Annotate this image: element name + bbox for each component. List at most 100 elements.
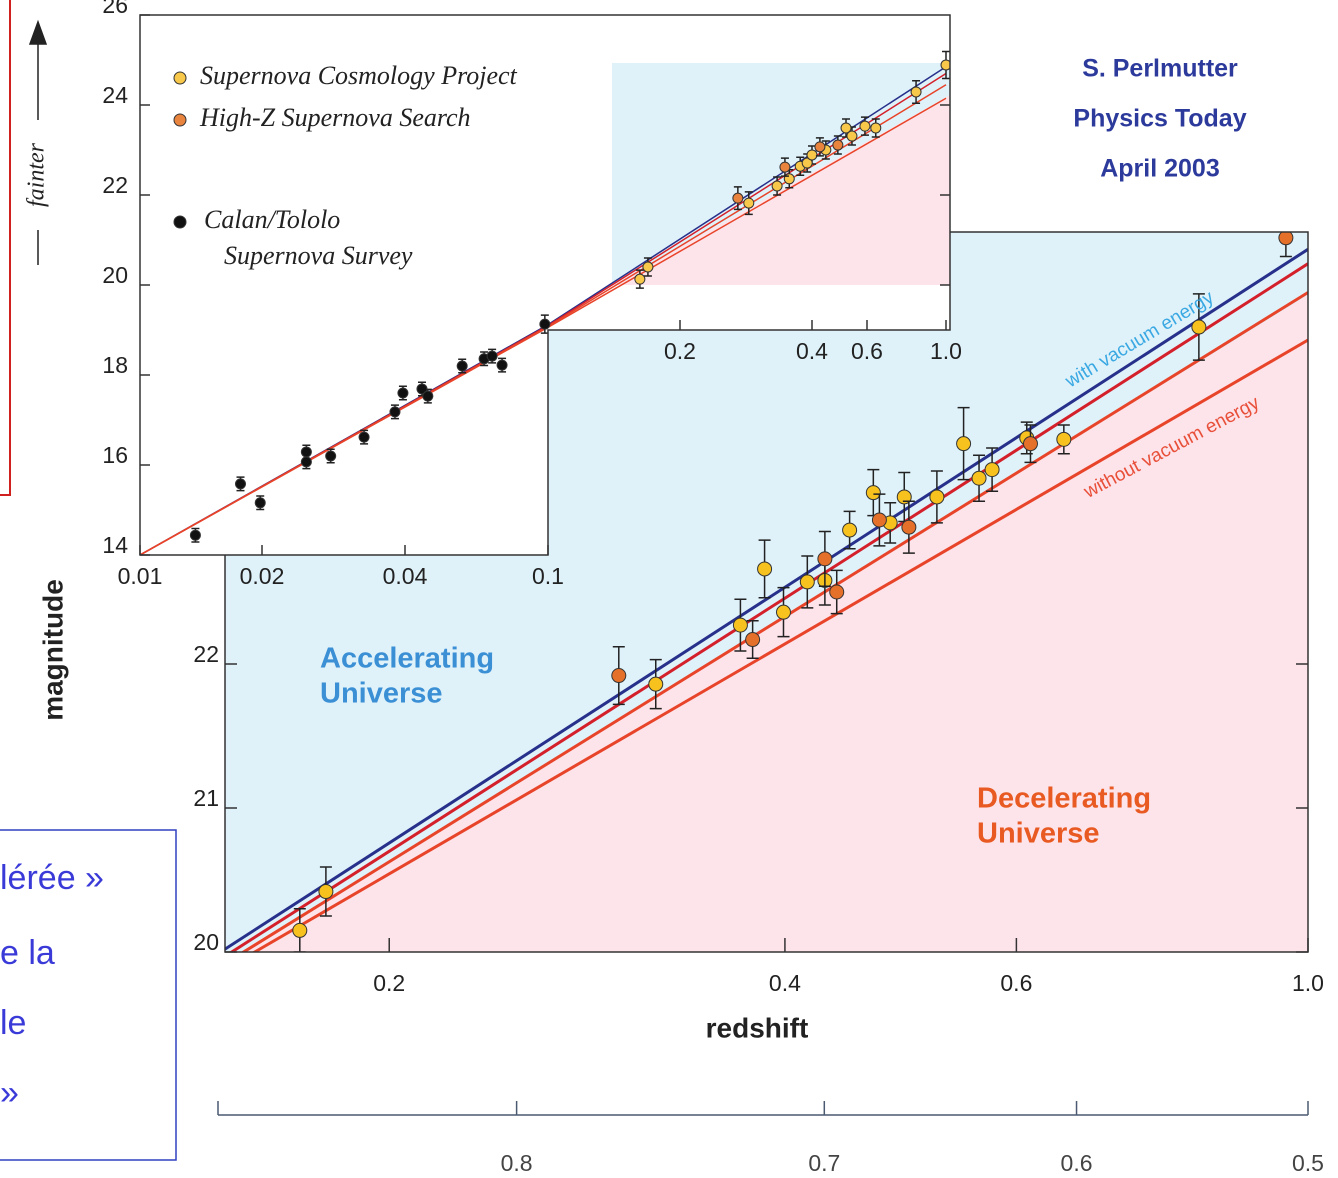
data-point	[901, 519, 917, 535]
text-box-line: e la	[0, 934, 55, 972]
data-point	[300, 446, 312, 458]
data-point	[642, 261, 654, 273]
data-point	[496, 359, 508, 371]
x-tick-label: 0.01	[118, 563, 163, 589]
data-point	[757, 561, 773, 577]
annotation: Decelerating	[977, 783, 1151, 815]
y-tick-label: 20	[193, 929, 219, 955]
text-box-line: lérée »	[0, 859, 104, 897]
data-point	[292, 922, 308, 938]
x-tick-label: 0.6	[851, 338, 883, 364]
data-point	[254, 497, 266, 509]
data-point	[486, 350, 498, 362]
fainter-mask	[26, 120, 50, 230]
x-axis-label: redshift	[706, 1012, 809, 1043]
data-point	[325, 450, 337, 462]
data-point	[539, 318, 551, 330]
data-point	[910, 86, 922, 98]
credit: April 2003	[1100, 155, 1220, 183]
data-point	[634, 273, 646, 285]
text-box-line: »	[0, 1074, 19, 1112]
fainter-label: fainter	[24, 142, 50, 207]
annotation: Accelerating	[320, 643, 494, 675]
data-point	[234, 478, 246, 490]
scale-tick-label: 0.8	[501, 1150, 533, 1176]
data-point	[1191, 319, 1207, 335]
data-point	[771, 180, 783, 192]
data-point	[743, 197, 755, 209]
data-point	[829, 584, 845, 600]
y-tick-label: 22	[193, 641, 219, 667]
inset-chart: 14 16 18 20 22 24 26 0.01 0.02 0.04 0.1 0.2 0.4 0.6 1.…	[102, 0, 962, 589]
data-point	[956, 436, 972, 452]
legend-marker	[173, 113, 187, 127]
data-point	[416, 383, 428, 395]
scale-tick-label: 0.6	[1061, 1150, 1093, 1176]
x-tick-label: 0.4	[796, 338, 828, 364]
legend-label: High-Z Supernova Search	[199, 103, 471, 132]
model-curve	[240, 291, 1308, 952]
data-point	[1278, 232, 1294, 246]
x-tick-label: 1.0	[1292, 970, 1324, 996]
y-tick-label: 20	[102, 262, 128, 288]
data-point	[779, 161, 791, 173]
y-tick-label: 22	[102, 172, 128, 198]
x-tick-label: 0.2	[373, 970, 405, 996]
model-curve	[251, 338, 1308, 952]
data-point	[775, 604, 791, 620]
data-point	[929, 489, 945, 505]
legend-label: Calan/Tololo	[204, 205, 340, 234]
data-point	[865, 485, 881, 501]
y-tick-label: 16	[102, 442, 128, 468]
data-point	[1056, 431, 1072, 447]
data-point	[842, 522, 858, 538]
data-point	[896, 489, 912, 505]
data-point	[648, 676, 664, 692]
data-point	[318, 884, 334, 900]
scale-axis	[217, 1101, 1308, 1116]
data-point	[817, 551, 833, 567]
x-tick-label: 0.02	[240, 563, 285, 589]
data-point	[971, 470, 987, 486]
data-point	[1022, 436, 1038, 452]
main-plot-area	[225, 232, 1308, 952]
model-curve	[225, 248, 1308, 951]
data-point	[358, 431, 370, 443]
data-point	[814, 141, 826, 153]
data-point	[397, 387, 409, 399]
data-point	[801, 157, 813, 169]
data-point	[456, 360, 468, 372]
data-point	[859, 120, 871, 132]
data-point	[732, 617, 748, 633]
data-point	[300, 456, 312, 468]
scale-tick-label: 0.5	[1292, 1150, 1324, 1176]
data-point	[799, 574, 815, 590]
y-axis-label: magnitude	[37, 579, 68, 721]
y-tick-label: 18	[102, 352, 128, 378]
x-tick-label: 0.04	[383, 563, 428, 589]
credit: Physics Today	[1073, 105, 1246, 133]
x-tick-label: 0.2	[664, 338, 696, 364]
inset-decelerating-region	[612, 95, 950, 285]
data-point	[745, 632, 761, 648]
data-point	[389, 406, 401, 418]
scale-tick-label: 0.7	[808, 1150, 840, 1176]
data-point	[870, 122, 882, 134]
x-tick-label: 1.0	[930, 338, 962, 364]
legend-marker	[173, 71, 187, 85]
data-point	[871, 512, 887, 528]
legend-label: Supernova Cosmology Project	[200, 61, 518, 90]
data-point	[422, 390, 434, 402]
data-point	[984, 462, 1000, 478]
x-tick-label: 0.4	[769, 970, 801, 996]
data-point	[732, 192, 744, 204]
data-point	[806, 149, 818, 161]
data-point	[611, 668, 627, 684]
x-tick-label: 0.6	[1000, 970, 1032, 996]
legend-marker	[173, 215, 187, 229]
y-tick-label: 14	[102, 532, 128, 558]
inset-plot-area	[140, 50, 950, 555]
legend-label: Supernova Survey	[224, 241, 413, 270]
data-point	[189, 529, 201, 541]
